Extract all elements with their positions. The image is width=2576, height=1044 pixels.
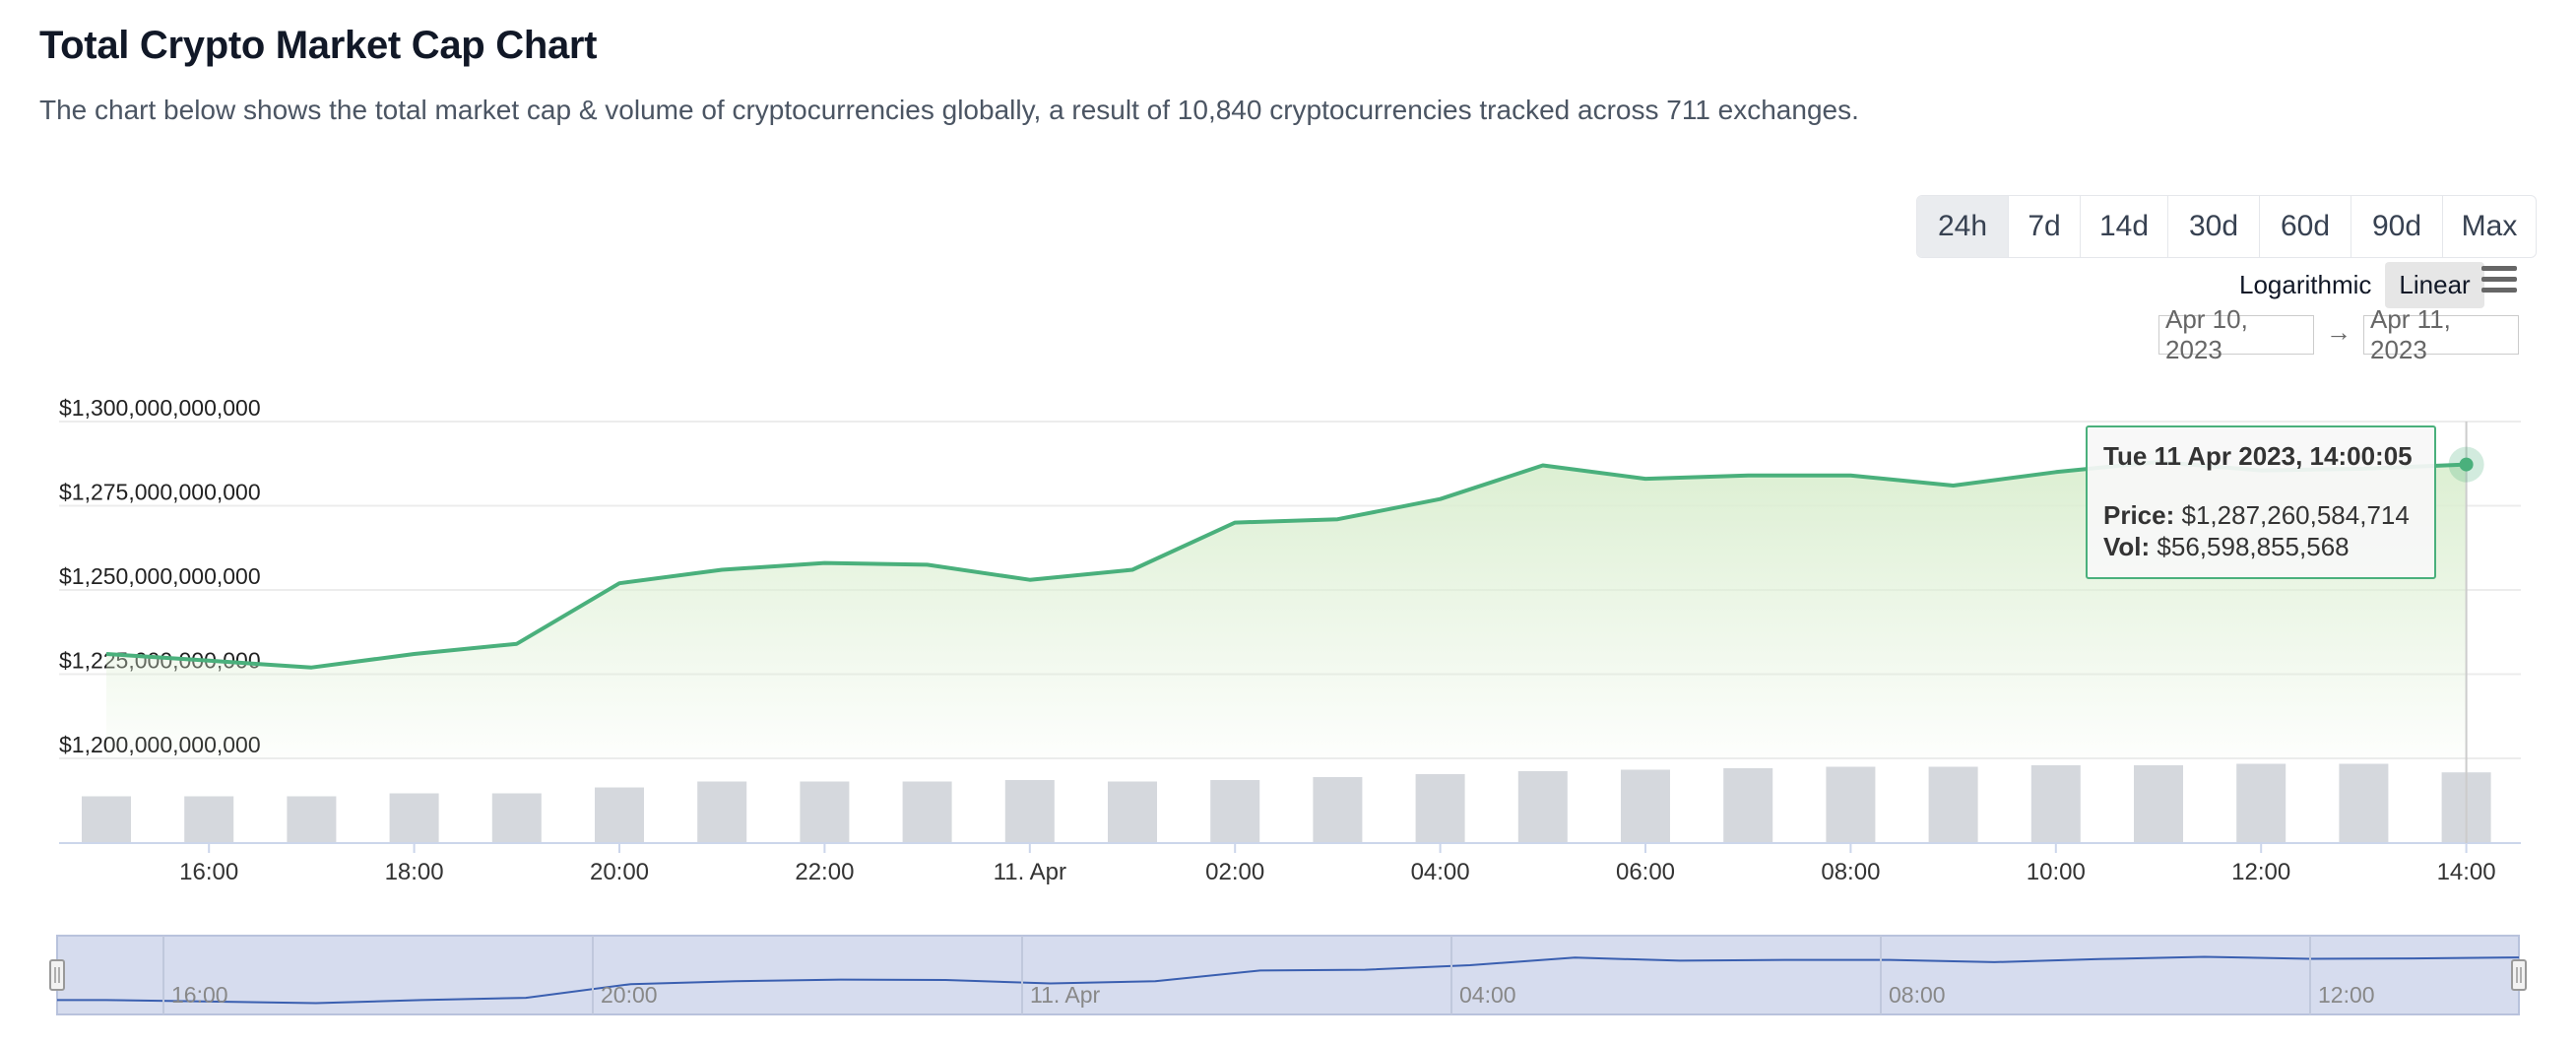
x-tick-label: 06:00	[1616, 859, 1675, 885]
volume-bar	[82, 796, 131, 843]
tooltip-vol-label: Vol:	[2103, 532, 2151, 561]
date-from-input[interactable]: Apr 10, 2023	[2158, 304, 2314, 364]
hover-marker	[2459, 457, 2474, 472]
range-selector: 24h 7d 14d 30d 60d 90d Max	[1916, 195, 2537, 258]
page-title: Total Crypto Market Cap Chart	[39, 24, 598, 67]
volume-bar	[1415, 774, 1465, 843]
hamburger-menu-icon[interactable]	[2481, 266, 2517, 297]
x-tick-label: 16:00	[179, 859, 238, 885]
chart-tooltip: Tue 11 Apr 2023, 14:00:05 Price: $1,287,…	[2086, 425, 2436, 579]
x-tick-label: 10:00	[2027, 859, 2086, 885]
tooltip-vol-value: $56,598,855,568	[2157, 532, 2350, 561]
volume-bar	[2030, 765, 2081, 843]
volume-bar	[697, 781, 747, 843]
price-area	[106, 462, 2467, 758]
scale-logarithmic-button[interactable]: Logarithmic	[2239, 269, 2372, 299]
tooltip-price-label: Price:	[2103, 500, 2175, 530]
x-tick-label: 04:00	[1411, 859, 1470, 885]
range-button-24h[interactable]: 24h	[1917, 196, 2009, 257]
range-button-14d[interactable]: 14d	[2081, 196, 2168, 257]
x-tick-label: 12:00	[2231, 859, 2290, 885]
volume-bar	[1517, 771, 1568, 843]
x-tick-label: 22:00	[795, 859, 854, 885]
volume-bar	[389, 793, 439, 843]
volume-bar	[1210, 780, 1260, 843]
volume-bar	[595, 787, 644, 843]
volume-bar	[2134, 765, 2183, 843]
navigator-left-handle[interactable]	[49, 959, 65, 991]
range-button-max[interactable]: Max	[2461, 210, 2518, 242]
y-tick-label: $1,250,000,000,000	[59, 563, 261, 589]
volume-bar	[1108, 781, 1157, 843]
navigator-selection	[56, 935, 2520, 1015]
navigator-tick-label: 08:00	[1889, 982, 1946, 1008]
navigator-right-handle[interactable]	[2511, 959, 2527, 991]
x-tick-label: 20:00	[590, 859, 649, 885]
volume-bar	[1621, 769, 1670, 843]
range-button-7d[interactable]: 7d	[2009, 196, 2081, 257]
volume-bar	[184, 796, 234, 843]
x-tick-label: 02:00	[1205, 859, 1264, 885]
volume-bar	[1723, 768, 1773, 843]
navigator-tick-label: 04:00	[1459, 982, 1516, 1008]
tooltip-date: Tue 11 Apr 2023, 14:00:05	[2103, 441, 2413, 471]
volume-bar	[1928, 766, 1978, 843]
x-tick-label: 14:00	[2437, 859, 2496, 885]
page-subtitle: The chart below shows the total market c…	[39, 95, 1859, 125]
volume-bar	[2339, 763, 2389, 843]
navigator-tick-label: 16:00	[171, 982, 228, 1008]
volume-bar	[800, 781, 850, 843]
x-tick-label: 11. Apr	[994, 859, 1066, 885]
x-tick-label: 08:00	[1821, 859, 1880, 885]
y-tick-label: $1,275,000,000,000	[59, 480, 261, 505]
price-line	[105, 460, 2467, 670]
volume-bar	[491, 793, 542, 843]
volume-bar	[2236, 763, 2286, 843]
navigator-tick-label: 11. Apr	[1030, 982, 1101, 1008]
y-tick-label: $1,300,000,000,000	[59, 395, 261, 421]
navigator-tick-label: 12:00	[2318, 982, 2375, 1008]
scale-linear-button[interactable]: Linear	[2385, 261, 2484, 308]
navigator-line	[56, 955, 2520, 1005]
range-button-90d[interactable]: 90d	[2351, 196, 2443, 257]
volume-bar	[1826, 766, 1876, 843]
tooltip-price-value: $1,287,260,584,714	[2181, 500, 2410, 530]
range-button-30d[interactable]: 30d	[2168, 196, 2260, 257]
range-button-60d[interactable]: 60d	[2260, 196, 2351, 257]
volume-bar	[902, 781, 952, 843]
date-range-arrow: →	[2326, 317, 2351, 347]
scale-selector: Logarithmic Linear	[2225, 261, 2484, 308]
volume-bar	[287, 796, 337, 843]
x-tick-label: 18:00	[385, 859, 444, 885]
volume-bar	[1313, 777, 1363, 843]
volume-bar	[1004, 780, 1055, 843]
navigator-tick-label: 20:00	[601, 982, 658, 1008]
